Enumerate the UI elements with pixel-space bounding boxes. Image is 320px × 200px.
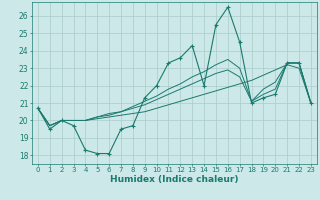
- X-axis label: Humidex (Indice chaleur): Humidex (Indice chaleur): [110, 175, 239, 184]
